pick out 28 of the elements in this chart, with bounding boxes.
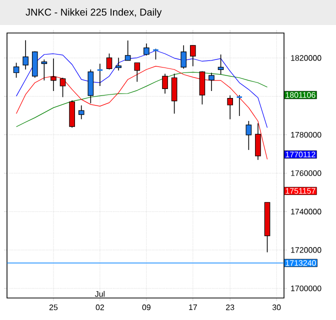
candlestick — [96, 63, 104, 86]
candlestick — [134, 62, 140, 82]
candlestick — [255, 122, 261, 160]
candlestick — [50, 58, 56, 92]
candlestick — [227, 95, 233, 120]
candlestick — [106, 53, 112, 70]
candlestick — [144, 43, 150, 56]
candlestick — [190, 44, 196, 67]
candlestick — [116, 57, 122, 71]
line-series — [16, 72, 268, 128]
candlestick — [22, 40, 28, 70]
candlestick — [60, 77, 66, 98]
candlestick — [78, 104, 84, 120]
candlestick — [162, 73, 168, 94]
candlestick — [208, 72, 214, 92]
candlestick — [124, 40, 131, 61]
candlestick — [88, 69, 94, 104]
candlestick — [13, 62, 20, 78]
candlestick — [199, 70, 206, 105]
candlestick — [246, 120, 252, 150]
candlestick — [171, 73, 178, 114]
candlestick — [152, 48, 160, 60]
candlestick — [236, 94, 243, 116]
candlestick — [41, 59, 48, 81]
chart-title: JNKC - Nikkei 225 Index, Daily — [26, 8, 162, 18]
line-series — [16, 66, 268, 160]
candlestick — [180, 44, 187, 70]
candlestick — [218, 54, 224, 75]
